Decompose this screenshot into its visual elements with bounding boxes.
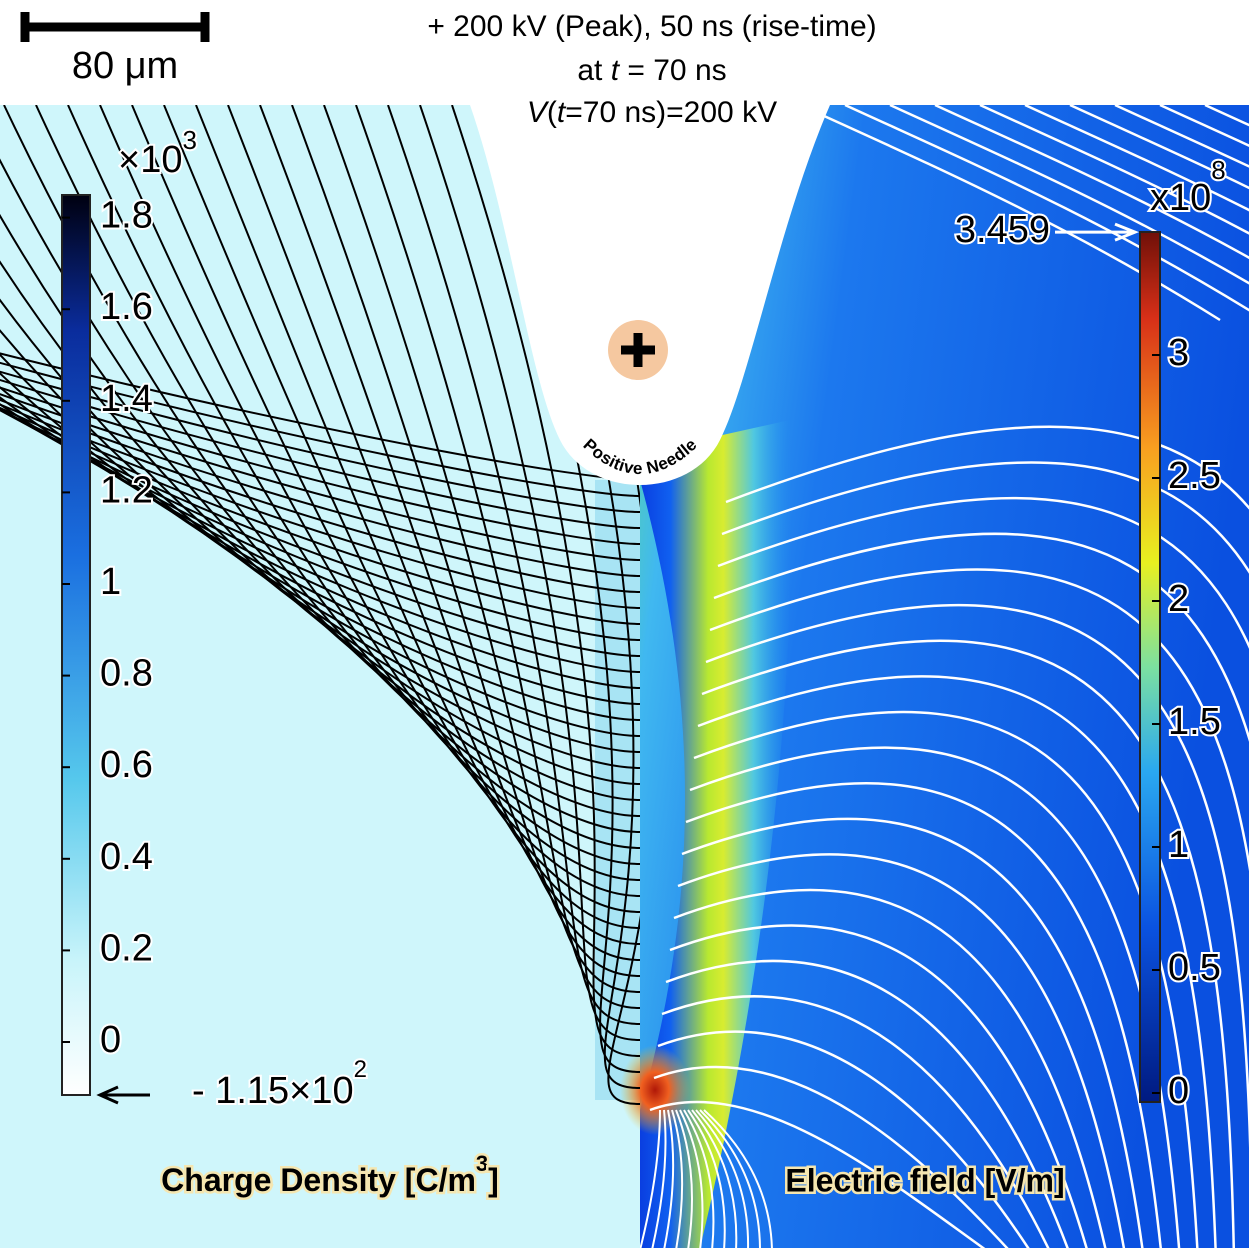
text: ×10 <box>118 139 182 181</box>
title-line-1: + 200 kV (Peak), 50 ns (rise-time) <box>427 10 876 43</box>
tick-label: 1 <box>1168 824 1189 866</box>
title-line-2: at t = 70 ns <box>577 54 726 87</box>
tick-label: 0 <box>1168 1070 1189 1112</box>
text: - 1.15×10 <box>192 1070 354 1112</box>
text: =70 ns)=200 kV <box>565 96 777 129</box>
tick-label: 0 <box>100 1019 121 1061</box>
tick-label: 0.4 <box>100 836 153 878</box>
max-label: 3.459 <box>955 209 1050 251</box>
colorbar-charge <box>62 195 90 1095</box>
title-line-3: V(t=70 ns)=200 kV <box>527 96 777 129</box>
tick-label: 1.2 <box>100 469 153 511</box>
colorbar-field <box>1140 232 1160 1102</box>
tick-label: 1.8 <box>100 195 153 237</box>
text: at <box>577 54 610 87</box>
text: 8 <box>1211 155 1225 185</box>
tick-label: 2 <box>1168 578 1189 620</box>
text: 3 <box>476 1151 488 1176</box>
field-title: Electric field [V/m] <box>785 1162 1064 1198</box>
tick-label: 1.4 <box>100 378 153 420</box>
tick-label: 0.8 <box>100 653 153 695</box>
tick-label: 2.5 <box>1168 455 1221 497</box>
text: ( <box>547 96 557 129</box>
tick-label: 3 <box>1168 332 1189 374</box>
text: Charge Density [C/m <box>161 1162 476 1198</box>
tick-label: 0.2 <box>100 927 153 969</box>
text: = 70 ns <box>619 54 727 87</box>
tick-label: 1.6 <box>100 286 153 328</box>
text: 2 <box>354 1056 367 1083</box>
text: x10 <box>1150 177 1211 219</box>
tick-label: 0.5 <box>1168 947 1221 989</box>
scale-bar-label: 80 μm <box>72 45 178 87</box>
figure: Positive Needle 80 μm + 200 kV (Peak), 5… <box>0 0 1249 1248</box>
tick-label: 1.5 <box>1168 701 1221 743</box>
text: 3 <box>182 125 196 155</box>
tick-label: 0.6 <box>100 744 153 786</box>
text: ] <box>488 1162 499 1198</box>
tick-label: 1 <box>100 561 121 603</box>
